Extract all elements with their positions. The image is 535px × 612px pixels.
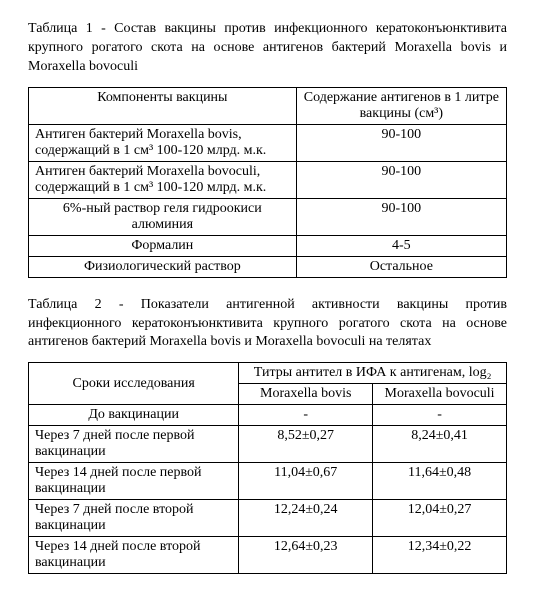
table2-sub1: Moraxella bovis bbox=[239, 384, 373, 405]
table2-sub2: Moraxella bovoculi bbox=[373, 384, 507, 405]
table-row: Через 7 дней после первой вакцинации 8,5… bbox=[29, 426, 507, 463]
table1-col1-header: Компоненты вакцины bbox=[29, 87, 297, 124]
table-row: Через 14 дней после второй вакцинации 12… bbox=[29, 537, 507, 574]
table-row: Через 7 дней после второй вакцинации 12,… bbox=[29, 500, 507, 537]
table1-caption: Таблица 1 - Состав вакцины против инфекц… bbox=[28, 20, 507, 77]
table2-header-row1: Сроки исследования Титры антител в ИФА к… bbox=[29, 363, 507, 384]
table1-header-row: Компоненты вакцины Содержание антигенов … bbox=[29, 87, 507, 124]
table1: Компоненты вакцины Содержание антигенов … bbox=[28, 87, 507, 278]
table-row: Антиген бактерий Moraxella bovis, содерж… bbox=[29, 124, 507, 161]
table-row: Физиологический раствор Остальное bbox=[29, 256, 507, 277]
table1-col2-header: Содержание антигенов в 1 литре вакцины (… bbox=[296, 87, 506, 124]
table-row: Антиген бактерий Moraxella bovoculi, сод… bbox=[29, 161, 507, 198]
table-row: Формалин 4-5 bbox=[29, 235, 507, 256]
table-row: 6%-ный раствор геля гидроокиси алюминия … bbox=[29, 198, 507, 235]
table-row: До вакцинации - - bbox=[29, 405, 507, 426]
table2-col1-header: Сроки исследования bbox=[29, 363, 239, 405]
table2-caption: Таблица 2 - Показатели антигенной активн… bbox=[28, 296, 507, 353]
table2: Сроки исследования Титры антител в ИФА к… bbox=[28, 362, 507, 574]
table-row: Через 14 дней после первой вакцинации 11… bbox=[29, 463, 507, 500]
table2-col2-header: Титры антител в ИФА к антигенам, log₂ bbox=[239, 363, 507, 384]
